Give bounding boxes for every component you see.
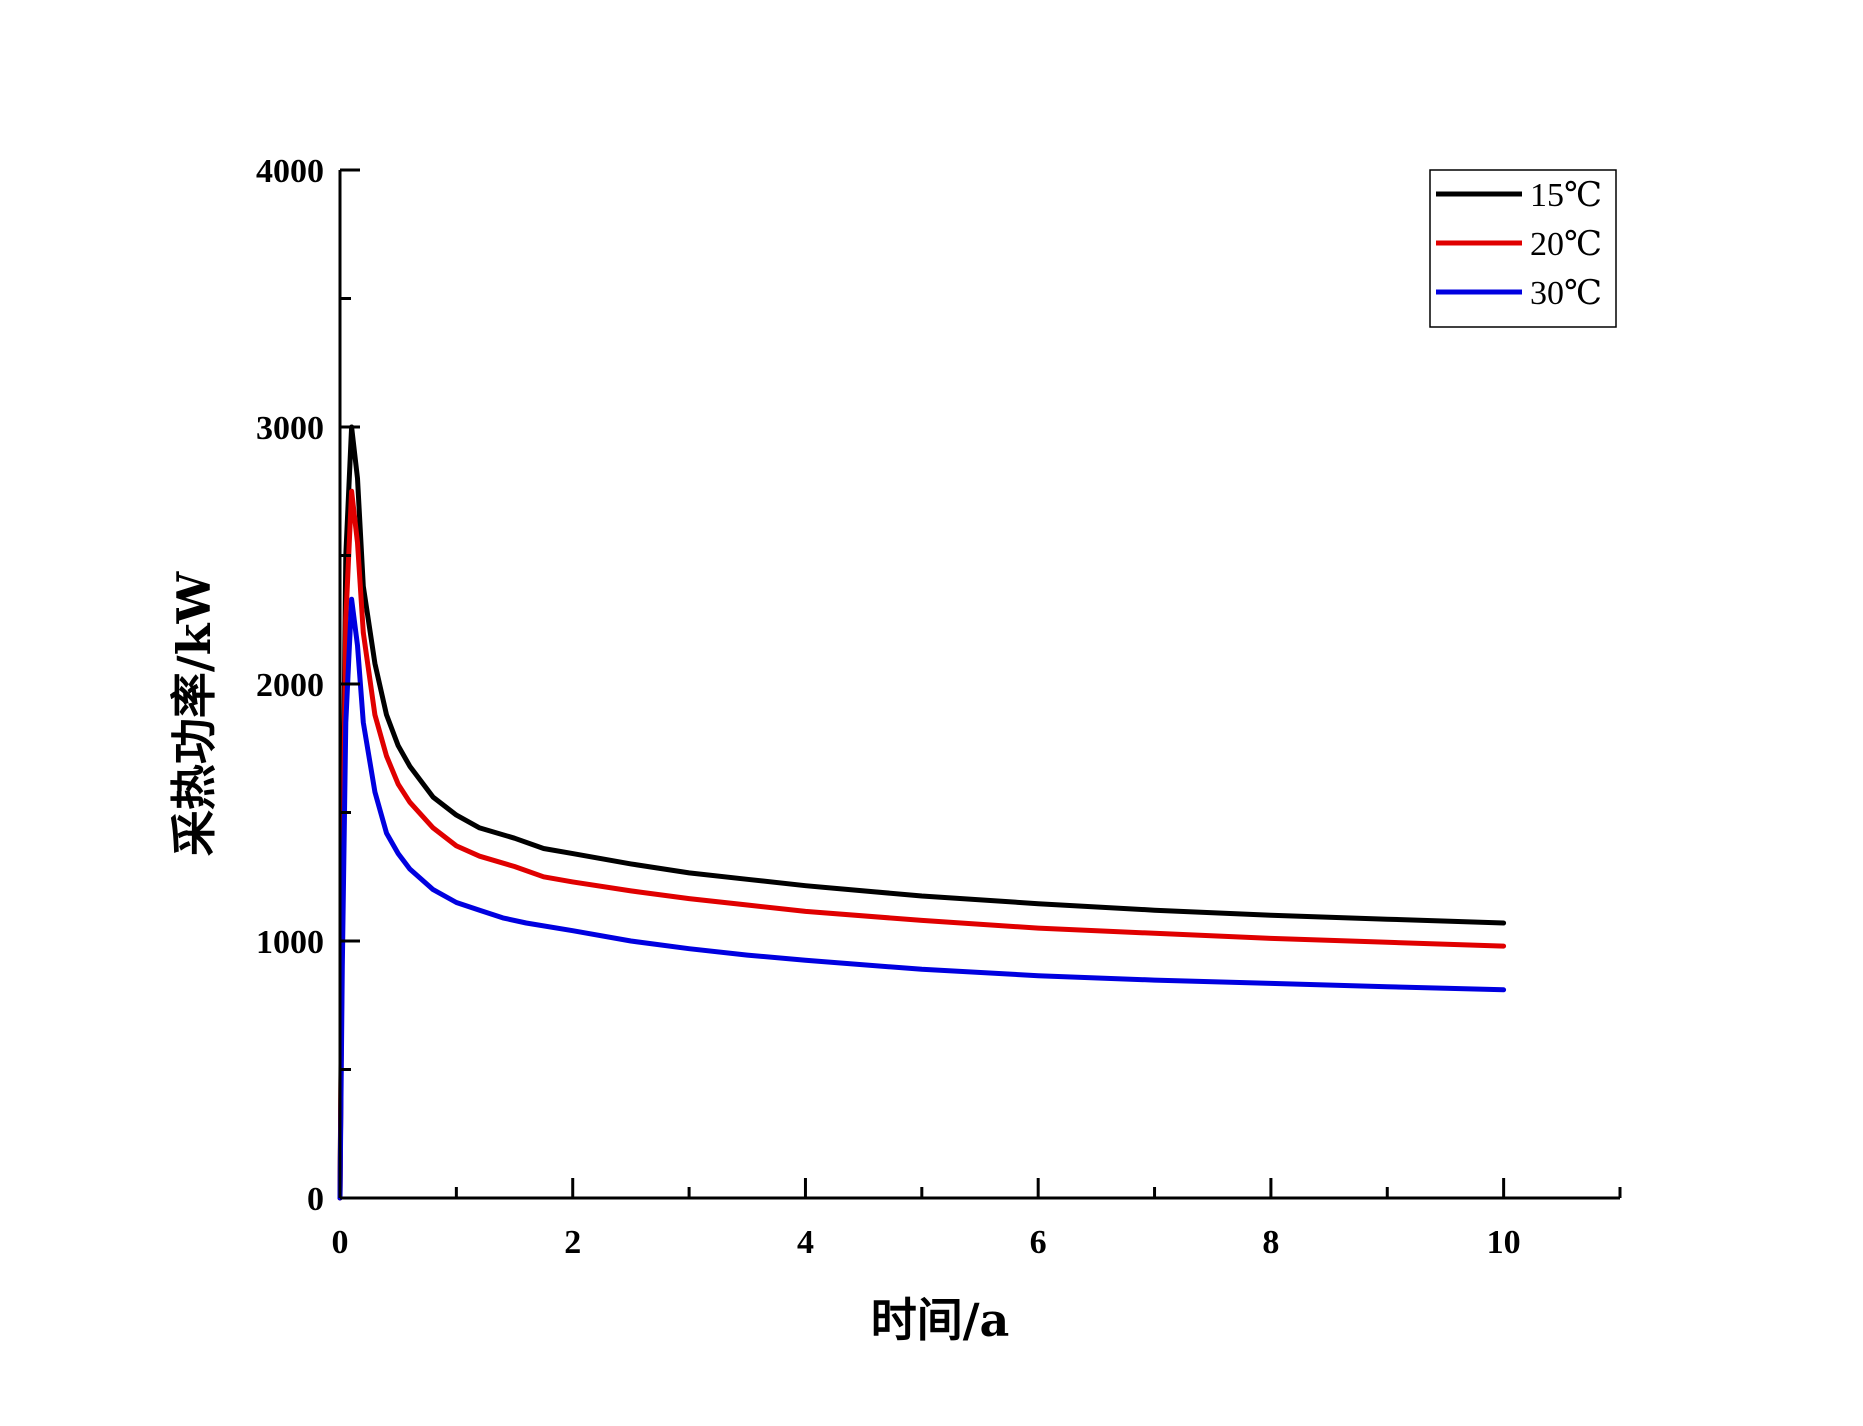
y-tick-label: 1000: [256, 924, 324, 961]
series-layer: [337, 424, 1507, 1201]
legend: 15℃ 20℃ 30℃: [1429, 169, 1617, 328]
y-tick-label: 3000: [256, 410, 324, 447]
x-tick-label: 8: [1262, 1224, 1279, 1261]
legend-label: 20℃: [1530, 226, 1602, 263]
axes-layer: 0 2 4 6 8 10 0 1000 2000 3000 4000: [256, 153, 1622, 1261]
x-tick-label: 10: [1487, 1224, 1521, 1261]
legend-label: 15℃: [1530, 177, 1602, 214]
y-axis-title: 采热功率/kW: [167, 570, 221, 856]
x-tick-label: 6: [1030, 1224, 1047, 1261]
y-tick-label: 4000: [256, 153, 324, 190]
x-tick-label: 0: [332, 1224, 349, 1261]
series-line-1: [337, 424, 1507, 1201]
series-line-3: [337, 596, 1507, 1201]
legend-label: 30℃: [1530, 275, 1602, 312]
x-tick-label: 4: [797, 1224, 814, 1261]
series-line-2: [337, 488, 1507, 1201]
x-tick-label: 2: [564, 1224, 581, 1261]
x-axis-title: 时间/a: [871, 1293, 1010, 1347]
y-tick-label: 0: [307, 1181, 324, 1218]
y-tick-label: 2000: [256, 667, 324, 704]
